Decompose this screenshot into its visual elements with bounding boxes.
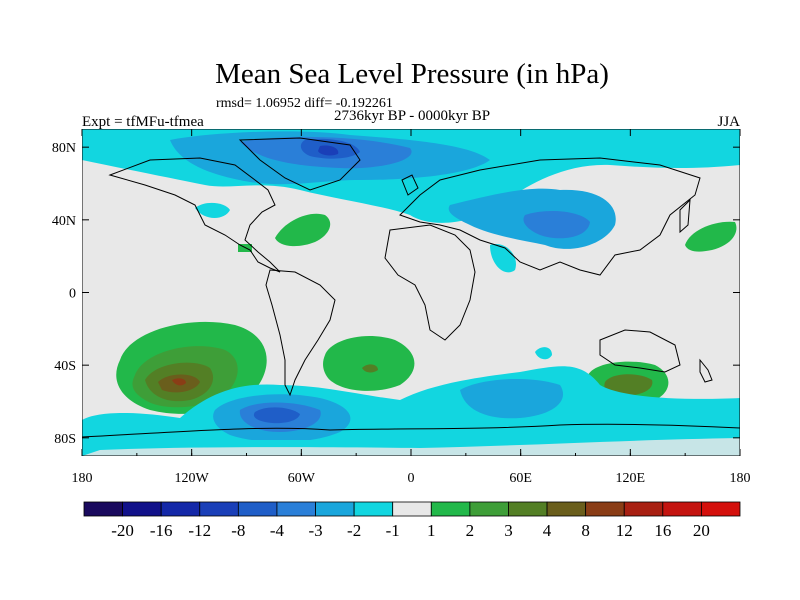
colorbar-label: -20 [111, 521, 134, 540]
southern-ocean-low-region [82, 347, 740, 456]
colorbar-label: 12 [616, 521, 633, 540]
colorbar-swatch [122, 501, 162, 517]
x-tick-label: 180 [730, 471, 751, 486]
colorbar-label: -8 [231, 521, 245, 540]
x-tick-label: 120E [616, 471, 646, 486]
y-tick-label: 0 [69, 287, 76, 302]
colorbar-label: -2 [347, 521, 361, 540]
x-tick-label: 180 [72, 471, 93, 486]
colorbar-swatch [83, 501, 123, 517]
experiment-label: Expt = tfMFu-tfmea [82, 114, 204, 130]
colorbar-swatch [237, 501, 278, 517]
colorbar-label: 16 [654, 521, 671, 540]
x-tick-label: 60W [288, 471, 316, 486]
north-pacific-high-region [685, 221, 737, 252]
colorbar-label: -4 [270, 521, 285, 540]
x-tick-label: 60E [509, 471, 532, 486]
colorbar-label: -1 [386, 521, 400, 540]
map-panel [82, 129, 740, 456]
colorbar-swatch [585, 501, 625, 517]
colorbar-swatch [701, 501, 741, 517]
y-tick-label: 80N [52, 141, 76, 156]
x-tick-label: 120W [175, 471, 210, 486]
colorbar-swatch [199, 501, 239, 517]
y-tick-label: 40N [52, 214, 76, 229]
colorbar-swatch [623, 501, 664, 517]
colorbar-swatch [469, 501, 509, 517]
colorbar-swatch [508, 501, 548, 517]
season-label: JJA [717, 114, 740, 130]
colorbar-swatch [160, 501, 201, 517]
x-axis: 180 120W 60W 0 60E 120E 180 [72, 129, 751, 486]
y-tick-label: 40S [54, 359, 76, 374]
colorbar-swatch [392, 501, 432, 517]
colorbar-label: 2 [466, 521, 475, 540]
colorbar-label: -3 [308, 521, 322, 540]
colorbar-swatch [353, 501, 394, 517]
chart-title: Mean Sea Level Pressure (in hPa) [215, 58, 609, 90]
colorbar-label: 1 [427, 521, 436, 540]
colorbar-swatch [276, 501, 316, 517]
asian-low-region [195, 188, 616, 273]
colorbar-swatch [430, 501, 471, 517]
colorbar-label: 3 [504, 521, 513, 540]
colorbar: -20 -16 -12 -8 -4 -3 -2 -1 1 2 3 4 8 12 16 20 [83, 501, 741, 540]
coastlines [82, 137, 740, 438]
colorbar-swatch [662, 501, 702, 517]
colorbar-label: -16 [150, 521, 173, 540]
y-axis: 80N 40N 0 40S 80S [52, 141, 740, 447]
period-label: 2736kyr BP - 0000kyr BP [334, 108, 490, 124]
north-atlantic-high-region [275, 213, 331, 247]
colorbar-label: 4 [543, 521, 552, 540]
south-atlantic-high-region [323, 335, 415, 391]
colorbar-label: 20 [693, 521, 710, 540]
colorbar-label: 8 [581, 521, 590, 540]
y-tick-label: 80S [54, 432, 76, 447]
x-tick-label: 0 [408, 471, 415, 486]
colorbar-swatch [315, 501, 355, 517]
colorbar-label: -12 [188, 521, 211, 540]
stats-line: rmsd= 1.06952 diff= -0.192261 [216, 96, 393, 111]
colorbar-swatch [546, 501, 587, 517]
